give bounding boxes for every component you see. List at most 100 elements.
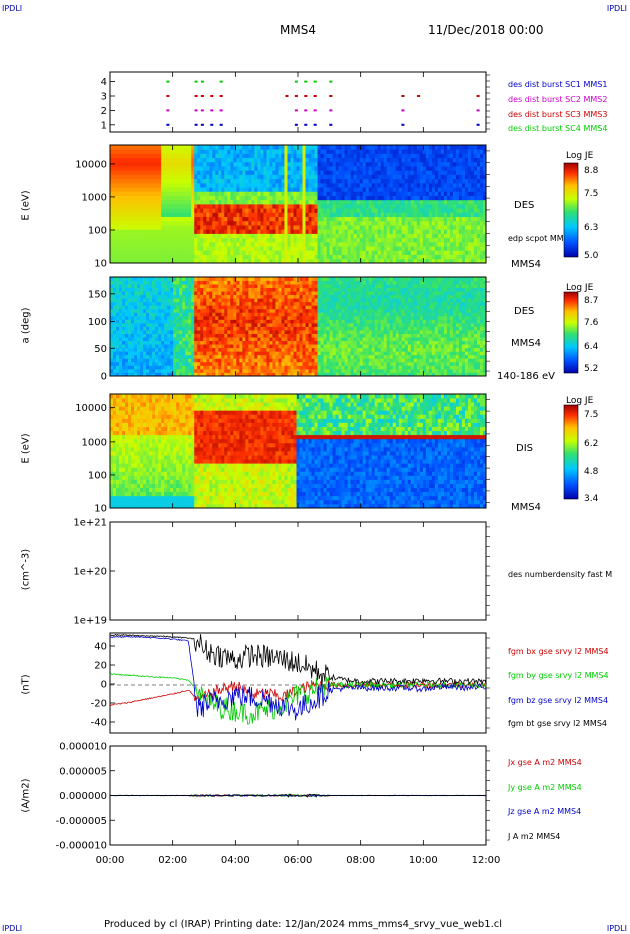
heatmap-cell: [206, 157, 210, 163]
heatmap-cell: [227, 254, 231, 260]
heatmap-cell: [245, 166, 249, 171]
heatmap-cell: [128, 178, 132, 184]
heatmap-cell: [134, 333, 138, 338]
heatmap-cell: [182, 368, 186, 373]
heatmap-cell: [233, 246, 237, 251]
heatmap-cell: [305, 170, 309, 175]
heatmap-cell: [455, 170, 460, 175]
heatmap-cell: [242, 319, 246, 324]
heatmap-cell: [191, 347, 195, 352]
heatmap-cell: [161, 333, 165, 338]
heatmap-cell: [248, 237, 252, 243]
heatmap-cell: [305, 246, 309, 251]
heatmap-cell: [311, 258, 315, 264]
heatmap-cell: [227, 365, 231, 370]
heatmap-cell: [242, 229, 246, 234]
heatmap-cell: [224, 312, 228, 317]
heatmap-cell: [230, 291, 234, 296]
heatmap-cell: [119, 182, 123, 188]
heatmap-cell: [161, 246, 165, 251]
heatmap-cell: [122, 301, 126, 306]
heatmap-cell: [362, 208, 367, 213]
heatmap-cell: [131, 344, 135, 349]
heatmap-cell: [116, 372, 120, 377]
heatmap-cell: [200, 368, 204, 373]
heatmap-cell: [134, 195, 138, 201]
heatmap-cell: [239, 326, 243, 331]
heatmap-cell: [128, 305, 132, 310]
heatmap-cell: [167, 291, 171, 296]
heatmap-cell: [353, 233, 358, 239]
heatmap-cell: [131, 361, 135, 366]
heatmap-cell: [356, 182, 361, 188]
heatmap-cell: [137, 308, 141, 313]
heatmap-cell: [266, 145, 270, 150]
heatmap-cell: [278, 216, 282, 222]
heatmap-cell: [422, 246, 427, 251]
heatmap-cell: [479, 187, 484, 192]
heatmap-cell: [398, 187, 403, 192]
heatmap-cell: [173, 145, 177, 150]
heatmap-cell: [473, 153, 478, 159]
heatmap-cell: [197, 344, 201, 349]
heatmap-cell: [248, 199, 252, 205]
heatmap-cell: [155, 153, 159, 159]
heatmap-cell: [146, 333, 150, 338]
heatmap-cell: [257, 195, 261, 201]
heatmap-cell: [149, 287, 153, 292]
heatmap-cell: [113, 361, 117, 366]
heatmap-cell: [134, 145, 138, 150]
heatmap-cell: [395, 174, 400, 180]
heatmap-cell: [455, 149, 460, 154]
heatmap-cell: [212, 174, 216, 180]
heatmap-cell: [212, 305, 216, 310]
heatmap-cell: [182, 322, 186, 327]
heatmap-cell: [476, 229, 481, 234]
heatmap-cell: [275, 178, 279, 184]
heatmap-cell: [179, 166, 183, 171]
heatmap-cell: [422, 212, 427, 218]
heatmap-cell: [341, 157, 346, 163]
heatmap-cell: [467, 178, 472, 184]
heatmap-cell: [479, 161, 484, 167]
heatmap-cell: [410, 250, 415, 255]
heatmap-cell: [125, 153, 129, 159]
heatmap-cell: [260, 308, 264, 313]
heatmap-cell: [161, 344, 165, 349]
heatmap-cell: [230, 229, 234, 234]
heatmap-cell: [431, 178, 436, 184]
heatmap-cell: [314, 216, 318, 222]
heatmap-cell: [380, 254, 385, 260]
heatmap-cell: [206, 330, 210, 334]
heatmap-cell: [170, 170, 174, 175]
heatmap-cell: [296, 195, 300, 201]
heatmap-cell: [338, 166, 343, 171]
heatmap-cell: [185, 312, 189, 317]
heatmap-cell: [206, 208, 210, 213]
heatmap-cell: [440, 161, 445, 167]
heatmap-cell: [122, 199, 126, 205]
heatmap-cell: [224, 191, 228, 196]
heatmap-cell: [338, 204, 343, 209]
heatmap-cell: [284, 182, 288, 188]
heatmap-cell: [413, 241, 418, 247]
heatmap-cell: [422, 220, 427, 226]
heatmap-cell: [443, 233, 448, 239]
heatmap-cell: [314, 250, 318, 255]
heatmap-cell: [389, 153, 394, 159]
heatmap-cell: [395, 191, 400, 196]
heatmap-cell: [221, 178, 225, 184]
heatmap-cell: [251, 372, 255, 377]
heatmap-cell: [179, 284, 183, 289]
heatmap-cell: [266, 166, 270, 171]
heatmap-cell: [317, 174, 321, 180]
heatmap-cell: [299, 191, 303, 196]
heatmap-cell: [146, 212, 150, 218]
heatmap-cell: [176, 301, 180, 306]
heatmap-cell: [482, 237, 487, 243]
heatmap-cell: [146, 187, 150, 192]
heatmap-cell: [230, 358, 234, 363]
heatmap-cell: [233, 254, 237, 260]
heatmap-cell: [449, 166, 454, 171]
heatmap-cell: [392, 161, 397, 167]
